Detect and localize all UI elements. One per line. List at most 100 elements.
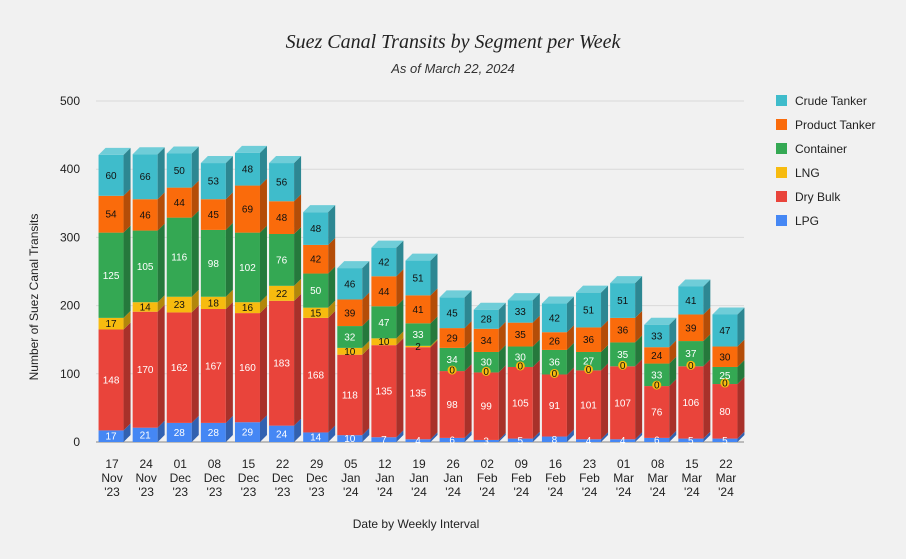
y-axis-title: Number of Suez Canal Transits [27,214,41,381]
data-label: 0 [518,361,524,372]
bar-segment [132,311,158,428]
bar-segment-side [294,293,302,426]
bar-segment-side [362,428,370,442]
bar-segment-side [225,302,233,423]
bar-segment-side [225,222,233,297]
data-label: 35 [515,330,527,341]
bar-segment [303,432,329,442]
bar-top [644,317,677,325]
bar-segment [303,273,329,308]
bar-segment-side [328,205,336,245]
data-label: 44 [174,198,186,209]
bar-segment [712,314,738,347]
bar-segment [610,439,636,442]
bar-segment-side [157,295,165,312]
bar-segment [473,439,499,442]
data-label: 99 [481,402,493,413]
legend-swatch [776,119,787,130]
data-label: 17 [105,432,117,443]
x-tick-label-line: '24 [445,485,461,499]
data-label: 23 [174,300,186,311]
x-tick-label-line: Jan [443,471,462,485]
data-label: 24 [651,351,663,362]
data-label: 107 [614,398,631,409]
x-tick-label-line: Dec [170,471,191,485]
bar-segment [712,346,738,367]
bar-segment [234,152,260,186]
bar-segment [337,354,363,436]
bar-segment [200,229,226,297]
data-label: 168 [307,371,324,382]
data-label: 51 [583,306,595,317]
bar-segment-side [635,276,643,318]
data-label: 5 [688,436,694,447]
data-label: 135 [410,389,427,400]
data-label: 0 [552,369,558,380]
bar-segment-side [123,423,131,442]
bar-segment [132,199,158,231]
bar-segment-side [362,261,370,300]
bar-segment [234,185,260,233]
x-tick-label-line: 26 [446,457,460,471]
data-label: 105 [137,262,154,273]
legend-swatch [776,95,787,106]
bar-segment-side [396,299,404,339]
bar-segment [678,438,704,442]
data-label: 17 [105,319,117,330]
data-label: 69 [242,205,254,216]
x-tick-label: 17 Nov '23 [101,457,122,499]
data-label: 33 [515,307,527,318]
data-label: 48 [242,165,254,176]
x-tick-label: 29 Dec '23 [306,457,327,499]
x-tick-label-line: '24 [377,485,393,499]
bar-segment-side [635,310,643,343]
bar-segment-side [396,240,404,277]
bar-segment [507,300,533,323]
bar-top [98,147,131,155]
bar-segment-side [566,325,574,350]
bar-segment-side [430,338,438,348]
x-tick-label-line: 08 [651,457,665,471]
data-label: 135 [376,387,393,398]
bar-segment-side [123,188,131,233]
bar-segment [98,195,124,233]
bar-segment [371,276,397,307]
bar-segment [576,351,602,371]
bar-segment [303,317,329,433]
data-label: 101 [580,400,597,411]
bar-stack: 28 167 18 98 45 53 [200,156,233,442]
bar-segment [166,312,192,423]
bar-segment-side [532,315,540,347]
x-tick-label: 22 Dec '23 [272,457,293,499]
bar-segment-side [362,347,370,436]
data-label: 44 [378,287,390,298]
data-label: 102 [239,263,256,274]
bar-stack: 3 99 030 34 28 [473,302,506,447]
zero-badge [720,378,730,388]
bar-segment [576,327,602,352]
data-label: 183 [273,359,290,370]
bar-segment [234,302,260,314]
bar-segment-side [259,295,267,314]
bar-segment [610,317,636,343]
bar-segment-side [191,146,199,188]
bar-segment [439,371,465,438]
bar-segment [98,430,124,442]
x-tick-label-line: Nov [135,471,156,485]
bar-segment [610,342,636,367]
bar-segment-side [498,321,506,352]
bar-segment [405,439,431,442]
data-label: 160 [239,363,256,374]
bar-stack: 4 107 035 36 51 [610,276,643,447]
bar-segment-side [157,147,165,200]
bar-segment-side [328,300,336,318]
bar-top [507,293,540,301]
x-tick-label-line: 08 [208,457,222,471]
bar-segment [371,437,397,442]
bar-segment-side [328,310,336,433]
x-tick-label-line: 22 [719,457,733,471]
bar-segment-side [259,145,267,186]
bar-segment-side [532,339,540,367]
bar-segment-side [396,430,404,442]
x-tick-label-line: 05 [344,457,358,471]
